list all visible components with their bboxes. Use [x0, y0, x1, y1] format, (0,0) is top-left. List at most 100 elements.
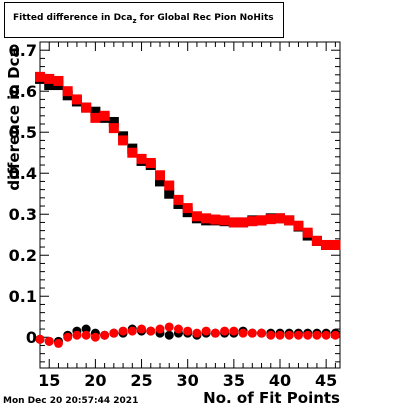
data-point [293, 220, 304, 231]
data-point [63, 332, 73, 342]
data-point [109, 328, 119, 338]
data-point [257, 328, 267, 338]
data-point [164, 180, 175, 191]
x-tick-label: 15 [38, 371, 60, 390]
data-point [127, 326, 137, 336]
y-tick-label: 0.3 [9, 205, 37, 224]
data-point [284, 330, 294, 340]
tick-labels: 15 20 25 30 35 40 45 0 0.1 0.2 0.3 0.4 0.5 0.6 0.7 [9, 41, 338, 390]
data-point [330, 239, 341, 250]
y-tick-label: 0.7 [9, 41, 37, 60]
data-point [108, 116, 119, 127]
y-tick-label: 0.4 [9, 164, 37, 183]
data-point [164, 188, 175, 199]
data-point [201, 326, 211, 336]
data-point [118, 135, 129, 146]
data-point [210, 328, 220, 338]
x-tick-label: 45 [315, 371, 337, 390]
data-point [100, 330, 110, 340]
x-tick-label: 35 [223, 371, 245, 390]
data-point [81, 330, 91, 340]
data-point [44, 336, 54, 346]
data-point [238, 217, 249, 228]
data-point [90, 106, 101, 117]
data-point [238, 328, 248, 338]
y-tick-label: 0.5 [9, 123, 37, 142]
series-3 [35, 322, 340, 348]
data-point [302, 227, 313, 238]
data-point [229, 326, 239, 336]
data-point [44, 80, 55, 91]
data-point [284, 215, 295, 226]
plot-frame [39, 41, 341, 369]
timestamp-footer: Mon Dec 20 20:57:44 2021 [3, 396, 139, 406]
data-point [293, 330, 303, 340]
data-point [164, 322, 174, 332]
title-subscript: z [132, 16, 137, 25]
data-point [311, 235, 322, 246]
data-point [173, 194, 184, 205]
data-point [62, 86, 73, 97]
x-tick-label: 25 [130, 371, 152, 390]
data-point [256, 215, 267, 226]
data-point [137, 324, 147, 334]
data-point [275, 213, 285, 224]
data-point [183, 326, 193, 336]
series-1 [35, 71, 341, 250]
data-point [145, 157, 156, 168]
data-point [275, 330, 285, 340]
data-point [219, 215, 230, 226]
y-axis-label: difference in Dca [5, 47, 23, 191]
data-point [201, 213, 212, 224]
y-tick-label: 0 [26, 328, 37, 347]
data-point [35, 71, 45, 82]
data-point [247, 328, 257, 338]
data-point [127, 147, 138, 158]
data-point [247, 216, 258, 227]
x-tick-label: 20 [84, 371, 106, 390]
title-rest: for Global Rec Pion NoHits [136, 13, 274, 23]
chart-title: Fitted difference in Dcaz for Global Rec… [13, 13, 274, 25]
data-point [108, 123, 119, 134]
data-point [303, 330, 313, 340]
data-point [321, 330, 331, 340]
data-point [155, 170, 165, 181]
x-tick-label: 40 [269, 371, 291, 390]
title-main: Fitted difference in Dca [13, 13, 133, 23]
x-tick-label: 30 [177, 371, 199, 390]
y-tick-label: 0.2 [9, 246, 37, 265]
data-point [35, 334, 45, 344]
data-point [53, 338, 63, 348]
x-axis-label: No. of Fit Points [203, 389, 340, 407]
data-point [72, 330, 82, 340]
data-point [71, 94, 82, 105]
data-point [99, 110, 110, 121]
data-point [90, 332, 100, 342]
data-point [266, 330, 276, 340]
data-point [164, 330, 174, 340]
title-box: Fitted difference in Dcaz for Global Rec… [4, 2, 284, 38]
data-point [173, 324, 183, 334]
data-point [220, 326, 230, 336]
data-point [155, 176, 165, 187]
data-marks [35, 71, 341, 348]
data-point [155, 324, 165, 334]
y-tick-label: 0.6 [9, 82, 37, 101]
data-point [81, 324, 91, 334]
y-tick-label: 0.1 [9, 287, 37, 306]
data-point [118, 326, 128, 336]
data-point [90, 112, 101, 123]
data-point [265, 214, 276, 225]
data-point [210, 214, 221, 225]
data-point [146, 326, 156, 336]
data-point [228, 217, 239, 228]
data-point [321, 239, 332, 250]
data-point [182, 203, 193, 214]
data-point [312, 330, 322, 340]
data-point [136, 153, 147, 164]
data-point [330, 330, 340, 340]
data-point [81, 102, 92, 113]
data-point [53, 75, 64, 86]
data-point [192, 328, 202, 338]
